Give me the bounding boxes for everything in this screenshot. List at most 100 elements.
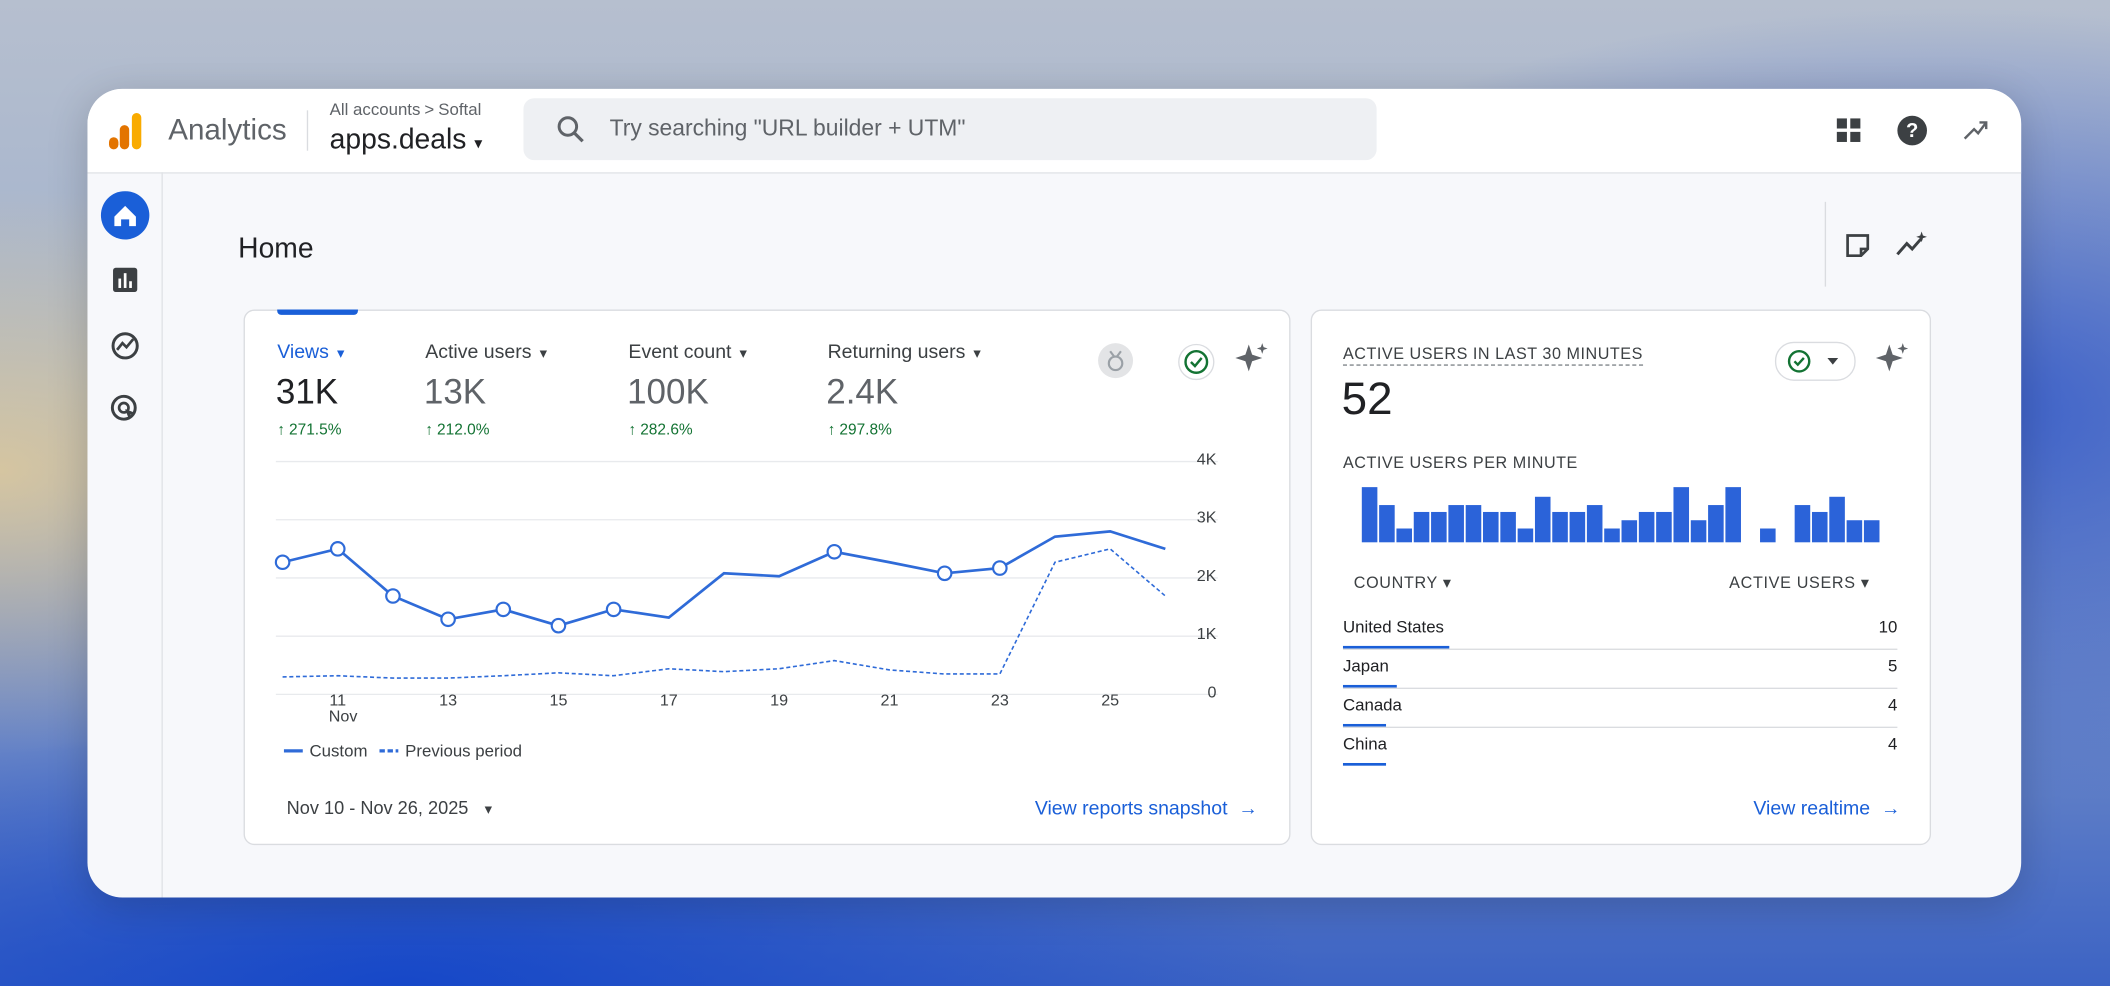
insights-icon[interactable] xyxy=(1895,230,1930,260)
x-tick-label: 17 xyxy=(660,691,678,709)
point-marker xyxy=(550,617,567,634)
x-tick-label: 11 xyxy=(329,691,346,709)
ai-sparkle[interactable] xyxy=(1875,342,1911,377)
share-bar xyxy=(1342,645,1450,649)
nav-home[interactable] xyxy=(100,191,151,242)
metric-change: ↑ 271.5% xyxy=(277,423,341,439)
nav-reports[interactable] xyxy=(110,265,140,295)
sort-arrow: ▾ xyxy=(1860,572,1870,592)
metric-value: 31K xyxy=(275,371,339,412)
dropdown-arrow: ▾ xyxy=(484,801,493,819)
apps-icon[interactable] xyxy=(1834,116,1864,146)
column-header[interactable]: ACTIVE USERS ▾ xyxy=(1729,573,1869,592)
bar xyxy=(1690,520,1707,543)
change-value: 212.0% xyxy=(437,422,490,439)
legend-item: Custom xyxy=(283,741,367,760)
bar xyxy=(1760,528,1776,543)
breadcrumb-item[interactable]: All accounts xyxy=(329,100,421,120)
y-tick-label: 0 xyxy=(1208,683,1217,701)
metric-value: 100K xyxy=(627,371,709,412)
bar xyxy=(1552,511,1568,543)
y-tick-label: 4K xyxy=(1197,450,1217,468)
bar xyxy=(1396,528,1413,543)
nav-explore[interactable] xyxy=(109,330,141,362)
dropdown-arrow: ▾ xyxy=(739,345,747,362)
x-tick-label: 15 xyxy=(549,691,567,709)
bar xyxy=(1794,505,1811,543)
nav-advertising[interactable] xyxy=(109,393,141,425)
metric-name: Event count xyxy=(628,341,732,364)
up-arrow: ↑ xyxy=(277,422,285,439)
medal xyxy=(1107,350,1124,372)
metric-name: Active users xyxy=(425,341,532,364)
bar xyxy=(1656,511,1672,543)
y-tick-label: 1K xyxy=(1197,625,1217,643)
bar xyxy=(1811,511,1828,543)
point-marker xyxy=(605,601,622,618)
arrow: → xyxy=(1238,798,1258,820)
point-marker xyxy=(385,588,401,604)
dropdown-arrow: ▾ xyxy=(973,345,981,362)
date-range-picker[interactable]: Nov 10 - Nov 26, 2025 ▾ xyxy=(287,798,492,820)
bar xyxy=(1569,511,1586,543)
badge-icon[interactable] xyxy=(1098,343,1134,379)
dropdown-arrow: ▾ xyxy=(539,345,548,362)
share-bar xyxy=(1342,762,1386,766)
metric-value: 13K xyxy=(423,371,487,412)
help-icon[interactable]: ? xyxy=(1896,114,1928,146)
sidebar-border xyxy=(161,172,163,898)
column-name: COUNTRY xyxy=(1353,572,1438,592)
status-check[interactable] xyxy=(1177,343,1215,381)
search-icon xyxy=(557,116,584,143)
bar xyxy=(1829,496,1845,543)
x-tick-label: 23 xyxy=(991,691,1009,709)
ai-sparkle[interactable] xyxy=(1235,342,1270,377)
up-arrow: ↑ xyxy=(425,422,433,439)
reports-link[interactable]: View reports snapshot → xyxy=(1035,798,1258,821)
link-text: View reports snapshot xyxy=(1034,798,1228,820)
breadcrumb-item[interactable]: Softal xyxy=(438,100,482,120)
up-arrow: ↑ xyxy=(827,422,836,439)
legend-swatch xyxy=(379,749,399,753)
column-name: ACTIVE USERS xyxy=(1729,572,1856,592)
breadcrumb[interactable]: All accounts > Softal xyxy=(330,100,482,120)
metric-tab[interactable]: Event count ▾ 100K ↑ 282.6% xyxy=(627,334,816,442)
expand-icon[interactable] xyxy=(1961,117,1991,144)
link-text: View realtime xyxy=(1753,798,1871,820)
x-tick-label: 21 xyxy=(881,691,899,709)
country-name: United States xyxy=(1342,617,1444,637)
bar xyxy=(1621,520,1638,543)
row-divider xyxy=(1342,726,1898,729)
column-header[interactable]: COUNTRY ▾ xyxy=(1354,573,1452,592)
bar xyxy=(1846,520,1863,543)
search-box[interactable]: Try searching "URL builder + UTM" xyxy=(523,98,1377,161)
dropdown-arrow: ▾ xyxy=(474,133,483,153)
realtime-link[interactable]: View realtime → xyxy=(1753,798,1900,821)
property-name: apps.deals xyxy=(329,124,467,156)
metric-change: ↑ 297.8% xyxy=(828,423,892,439)
point-marker xyxy=(826,543,843,560)
share-bar xyxy=(1342,723,1386,727)
bar xyxy=(1361,487,1378,543)
realtime-title[interactable]: ACTIVE USERS IN LAST 30 MINUTES xyxy=(1342,344,1643,367)
bar xyxy=(1500,511,1516,543)
metric-tab[interactable]: Returning users ▾ 2.4K ↑ 297.8% xyxy=(826,334,1016,442)
date-range: Nov 10 - Nov 26, 2025 xyxy=(286,797,469,819)
share-bar xyxy=(1342,684,1397,688)
tab-indicator xyxy=(277,309,358,315)
metric-tab[interactable]: Active users ▾ 13K ↑ 212.0% xyxy=(423,334,613,442)
bar xyxy=(1534,496,1551,543)
metric-tab[interactable]: Views ▾ 31K ↑ 271.5% xyxy=(275,334,465,442)
x-tick-label: 25 xyxy=(1101,691,1119,709)
point-marker xyxy=(274,554,291,571)
metric-header: Active users ▾ xyxy=(425,342,547,364)
notes-icon[interactable] xyxy=(1844,231,1874,261)
status-dropdown[interactable] xyxy=(1774,341,1856,381)
country-users: 4 xyxy=(1888,734,1898,754)
svg-text:?: ? xyxy=(1906,120,1918,142)
property-selector[interactable]: apps.deals ▾ xyxy=(330,123,483,157)
country-users: 4 xyxy=(1888,695,1898,715)
metric-value: 2.4K xyxy=(826,371,899,412)
metric-name: Returning users xyxy=(827,341,966,364)
dropdown-arrow: ▾ xyxy=(336,345,345,362)
